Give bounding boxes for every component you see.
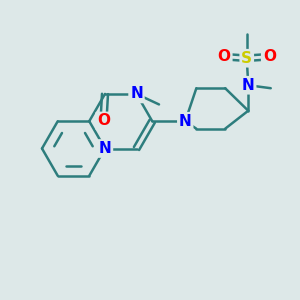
Text: N: N (130, 86, 143, 101)
Text: N: N (179, 114, 192, 129)
Text: N: N (99, 141, 111, 156)
Text: S: S (241, 51, 252, 66)
Text: O: O (263, 49, 276, 64)
Text: O: O (218, 49, 231, 64)
Text: N: N (242, 78, 255, 93)
Text: O: O (97, 113, 110, 128)
